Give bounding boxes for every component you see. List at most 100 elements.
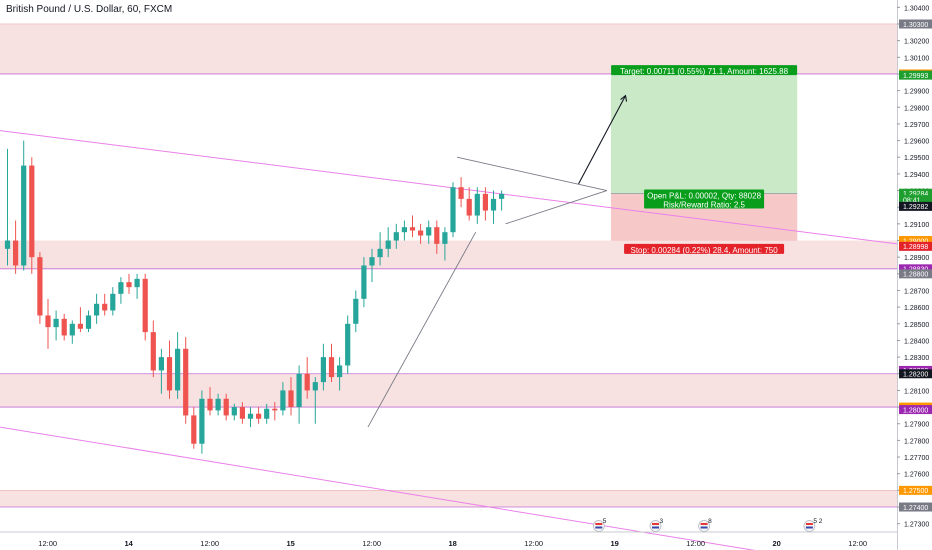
time-tick-label: 12:00 (38, 539, 57, 548)
price-badge-text: 1.28998 (903, 244, 928, 251)
time-tick-label: 20 (773, 539, 781, 548)
price-tick-label: 1.29400 (904, 172, 929, 179)
price-badge-text: 1.29993 (903, 73, 928, 80)
drawing-layer (0, 94, 898, 550)
event-count-label: 5 (603, 518, 607, 525)
price-badge-purple (899, 264, 932, 274)
candle-body (434, 227, 440, 244)
position-labels-layer: Target: 0.00711 (0.55%) 71.1, Amount: 16… (611, 65, 798, 255)
price-badge-text: 1.27400 (903, 505, 928, 512)
candle-body (191, 415, 197, 444)
price-badge-purple (899, 405, 932, 415)
candle-body (272, 408, 278, 411)
event-count-label: 3 (660, 518, 664, 525)
sr-zone (0, 373, 897, 408)
price-tick-label: 1.28900 (904, 255, 929, 262)
candle-body (21, 165, 27, 266)
open-pnl-label (644, 189, 765, 209)
price-badge-text: 1.27500 (903, 488, 928, 495)
candle-body (264, 408, 270, 419)
projection-arrow-head (620, 94, 628, 102)
candle-body (353, 298, 359, 324)
price-badge-green (899, 188, 932, 198)
price-tick-label: 1.28300 (904, 355, 929, 362)
flag-stripe (805, 526, 813, 529)
triangle-lower-line (505, 190, 608, 225)
price-badge-text: 1.28200 (903, 372, 928, 379)
price-tick-label: 1.27600 (904, 472, 929, 479)
candle-body (482, 193, 488, 211)
candle-body (4, 240, 11, 249)
candle-body (418, 230, 424, 236)
flag-stripe (652, 523, 659, 525)
flag-stripe (595, 526, 603, 529)
stop-label (624, 243, 785, 254)
candle-body (393, 232, 399, 241)
candle-body (118, 282, 124, 294)
price-tick-label: 1.29100 (904, 222, 929, 229)
candle-body (385, 240, 391, 249)
price-badge-green (899, 70, 932, 80)
candle-body (474, 193, 480, 216)
time-tick-label: 19 (611, 539, 619, 548)
time-tick-label: 12:00 (848, 539, 867, 548)
time-tick-label: 18 (449, 539, 457, 548)
price-badge-red (899, 241, 932, 251)
candle-body (166, 357, 173, 391)
candle-body (29, 165, 35, 258)
candle-body (458, 187, 464, 199)
price-tick-label: 1.30400 (904, 5, 929, 12)
price-tick-label: 1.29900 (904, 89, 929, 96)
price-tick-label: 1.28100 (904, 388, 929, 395)
price-tick-label: 1.28400 (904, 338, 929, 345)
candle-body (499, 193, 505, 199)
flag-stripe (700, 523, 708, 525)
candle-body (77, 323, 83, 329)
candle-body (256, 413, 262, 419)
descending-trendline-upper (0, 130, 898, 245)
candle-body (126, 282, 132, 288)
open-pnl-label-text: Risk/Reward Ratio: 2.5 (663, 201, 745, 210)
price-badge-text: 1.30300 (903, 22, 928, 29)
candle-body (361, 265, 367, 299)
candle-body (183, 348, 189, 416)
price-tick-label: 1.30200 (904, 39, 929, 46)
symbol-title: British Pound / U.S. Dollar, 60, FXCM (6, 4, 173, 15)
candle-body (247, 413, 254, 419)
candle-body (150, 332, 156, 371)
candle-body (94, 303, 100, 316)
time-tick-label: 15 (287, 539, 295, 548)
event-flags-layer: 5 3 8 5 2 (592, 518, 823, 532)
candle-body (134, 278, 140, 288)
candle-body (45, 315, 51, 328)
price-tick-label: 1.29500 (904, 155, 929, 162)
flag-stripe (805, 523, 813, 525)
candle-body (296, 373, 302, 408)
candle-body (377, 248, 383, 258)
sr-zone (0, 490, 897, 508)
price-badge-dark (899, 201, 932, 211)
price-tick-label: 1.30100 (904, 55, 929, 62)
time-tick-label: 12:00 (362, 539, 381, 548)
descending-trendline-lower (0, 426, 756, 550)
candle-body (61, 318, 67, 336)
candle-body (239, 407, 245, 419)
target-zone (610, 75, 798, 194)
candle-body (369, 257, 375, 266)
candle-body (466, 198, 472, 216)
price-badge-gray (899, 19, 932, 29)
price-badge-gray (899, 269, 932, 279)
flag-stripe (700, 526, 708, 529)
candle-body (207, 398, 213, 411)
target-label (611, 65, 798, 76)
stop-label-text: Stop: 0.00284 (0.22%) 28.4, Amount: 750 (630, 246, 778, 255)
candles-layer (4, 140, 505, 454)
time-tick-label: 12:00 (686, 539, 705, 548)
candle-body (13, 240, 19, 266)
candle-body (426, 227, 432, 236)
candle-body (37, 257, 43, 316)
price-badge-orange (899, 236, 932, 246)
rising-trendline (367, 231, 477, 428)
candle-body (175, 348, 181, 391)
